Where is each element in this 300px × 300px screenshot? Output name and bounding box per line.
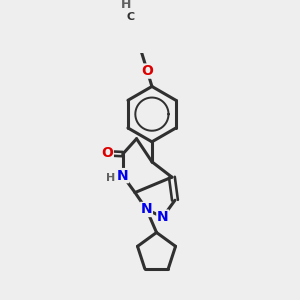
Text: N: N: [117, 169, 128, 183]
Text: O: O: [141, 64, 153, 78]
Text: N: N: [157, 210, 169, 224]
Text: H: H: [106, 173, 115, 183]
Text: O: O: [101, 146, 113, 160]
Text: C: C: [126, 12, 134, 22]
Text: H: H: [122, 0, 132, 11]
Text: N: N: [141, 202, 152, 216]
